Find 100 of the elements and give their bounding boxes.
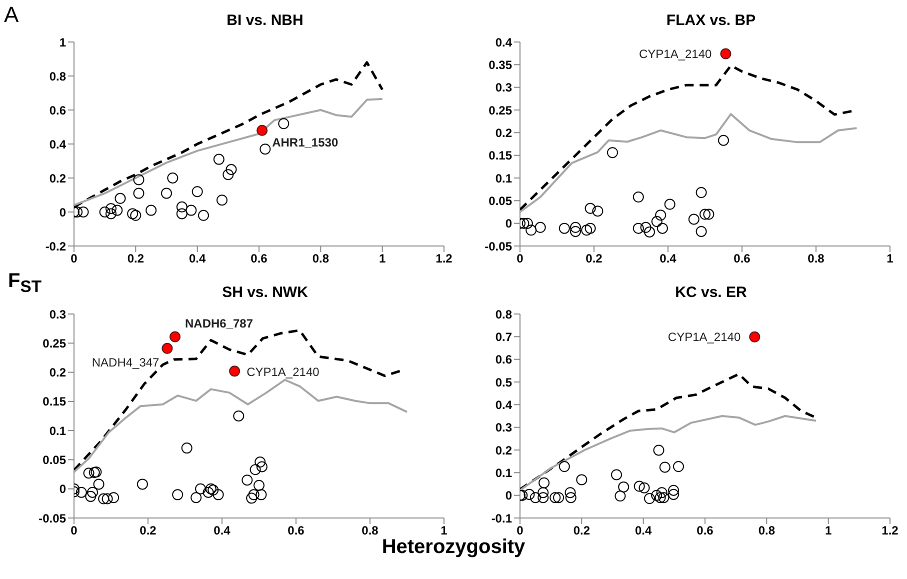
y-tick-label: 0 <box>59 482 66 496</box>
x-tick-label: 0.4 <box>188 252 206 266</box>
point <box>254 480 264 491</box>
point <box>564 487 576 498</box>
x-tick-label: 0 <box>516 252 524 266</box>
point <box>254 456 266 468</box>
point <box>198 210 209 221</box>
point <box>634 480 645 492</box>
y-tick-label: 0.4 <box>495 398 512 412</box>
x-tick-label: 0.6 <box>288 524 305 538</box>
y-tick-label: 0 <box>59 205 66 220</box>
point <box>190 492 202 504</box>
point <box>136 478 148 490</box>
point <box>133 188 144 199</box>
point <box>278 118 290 130</box>
y-axis-title: F$_{ST}$ <box>8 270 42 296</box>
point <box>256 461 268 472</box>
annotation: NADH4_347 <box>92 355 160 370</box>
point <box>653 444 664 456</box>
line-series <box>74 98 384 206</box>
point <box>592 206 604 217</box>
point <box>127 208 138 220</box>
x-tick-label: 0.4 <box>634 524 652 538</box>
point <box>98 493 110 504</box>
point <box>522 218 533 229</box>
y-tick-label: 0.1 <box>495 466 512 480</box>
point <box>233 410 244 422</box>
point <box>248 489 260 500</box>
y-tick-label: 0.1 <box>495 171 512 186</box>
y-tick-label: 0.3 <box>49 307 66 322</box>
y-tick-label: 0.05 <box>488 194 512 208</box>
point <box>570 226 581 237</box>
point <box>640 222 652 233</box>
annotation: CYP1A_2140 <box>668 330 741 344</box>
x-tick-label: 0.6 <box>696 524 714 538</box>
point <box>176 208 188 220</box>
chart-title: BI vs. NBH <box>226 11 304 31</box>
y-tick-label: 0.4 <box>49 137 66 152</box>
point <box>656 487 668 498</box>
point <box>668 488 680 500</box>
y-tick-label: 0.3 <box>495 420 512 435</box>
point <box>146 204 157 216</box>
x-tick-label: 0 <box>70 252 78 266</box>
point <box>161 188 172 199</box>
y-tick-label: -0.1 <box>491 511 512 526</box>
point <box>696 187 707 198</box>
chart-title: KC vs. ER <box>674 283 748 303</box>
x-tick-label: 0.2 <box>586 252 603 266</box>
y-tick-label: 0.3 <box>495 80 512 95</box>
point <box>167 172 178 184</box>
y-tick-label: 0 <box>505 488 512 503</box>
point <box>195 483 206 494</box>
x-axis-title: Heterozygosity <box>380 536 526 559</box>
x-tick-label: 1 <box>440 524 448 538</box>
point <box>700 208 710 220</box>
point <box>558 461 570 472</box>
point <box>76 486 87 498</box>
point <box>114 192 126 204</box>
y-tick-label: 0.7 <box>495 330 512 344</box>
x-tick-label: 0.6 <box>250 252 268 266</box>
point <box>83 468 94 479</box>
point <box>611 469 622 480</box>
point <box>205 483 216 494</box>
x-tick-label: 0.8 <box>362 524 379 538</box>
y-tick-label: 0.8 <box>495 307 512 322</box>
chart-title: SH vs. NWK <box>222 284 308 301</box>
point <box>112 204 123 216</box>
point <box>78 206 89 218</box>
x-tick-label: 1 <box>378 252 386 266</box>
line-series <box>74 378 408 473</box>
point <box>565 492 576 504</box>
point <box>651 490 662 501</box>
y-tick-label: 0.25 <box>488 103 512 118</box>
x-tick-label: 0.8 <box>758 524 776 538</box>
y-tick-label: -0.05 <box>38 511 66 526</box>
point <box>87 486 98 498</box>
point <box>664 198 676 210</box>
point <box>534 222 546 233</box>
point <box>85 490 96 502</box>
point <box>93 478 104 490</box>
point <box>668 484 680 496</box>
point <box>181 442 192 454</box>
point <box>538 477 550 488</box>
point <box>133 174 144 186</box>
point <box>106 208 116 220</box>
y-tick-label: 0 <box>505 216 512 231</box>
point <box>538 487 549 498</box>
point <box>222 169 234 180</box>
y-tick-label: -0.2 <box>45 239 66 254</box>
x-tick-label: 1.2 <box>436 252 453 266</box>
annotation: NADH6_787 <box>185 316 254 331</box>
point <box>172 489 184 500</box>
point <box>538 492 549 504</box>
y-tick-label: 1 <box>59 35 66 50</box>
point <box>212 489 224 500</box>
point <box>651 216 662 228</box>
point <box>186 204 197 216</box>
point <box>656 222 668 234</box>
point <box>102 493 113 504</box>
point <box>558 222 570 234</box>
